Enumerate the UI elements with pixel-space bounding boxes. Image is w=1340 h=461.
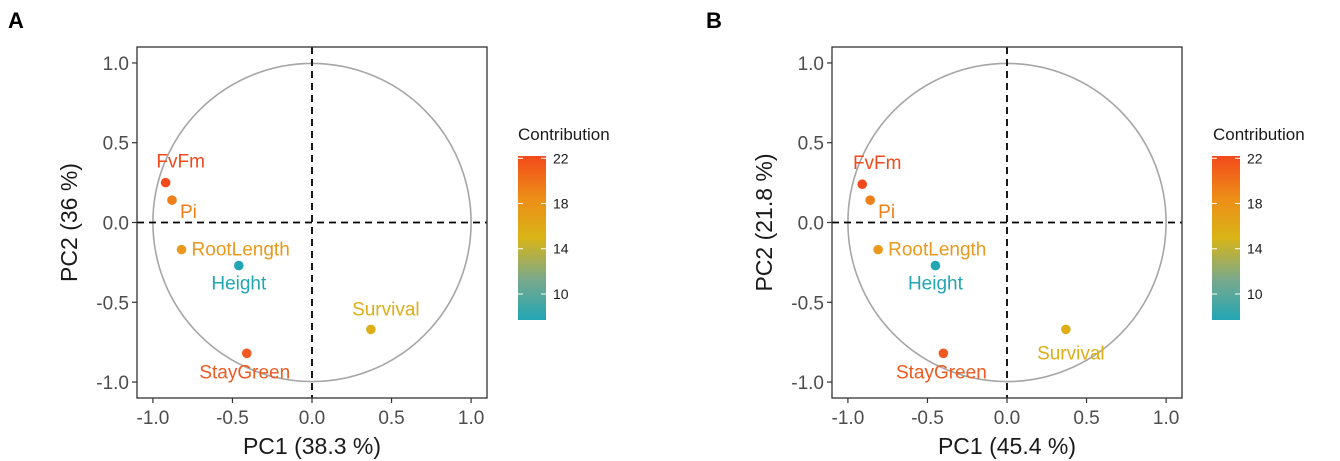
legend-tick-label: 14: [1247, 241, 1263, 257]
x-tick-label: 0.0: [994, 408, 1020, 429]
x-tick-label: -1.0: [832, 408, 865, 429]
y-tick-label: 0.0: [798, 214, 824, 235]
y-tick-label: 1.0: [103, 54, 129, 75]
variable-label-height: Height: [211, 274, 267, 295]
x-tick-label: 0.0: [299, 408, 325, 429]
y-tick-label: 0.5: [103, 134, 129, 155]
y-tick-label: 0.5: [798, 134, 824, 155]
y-tick-label: -1.0: [96, 373, 129, 394]
y-tick-label: -0.5: [791, 293, 824, 314]
y-tick-label: -0.5: [96, 293, 129, 314]
panel-label: B: [706, 8, 722, 33]
variable-label-pi: Pi: [878, 202, 895, 223]
legend-tick-label: 22: [553, 150, 569, 166]
x-tick-label: -0.5: [216, 408, 249, 429]
x-tick-label: 0.5: [378, 408, 404, 429]
legend-title: Contribution: [1213, 125, 1305, 144]
y-tick-label: -1.0: [791, 373, 824, 394]
variable-point-fvfm: [857, 179, 868, 190]
variable-label-survival: Survival: [1037, 343, 1105, 364]
variable-label-fvfm: FvFm: [156, 152, 205, 173]
x-axis-label: PC1 (38.3 %): [243, 433, 381, 459]
variable-label-rootlength: RootLength: [888, 240, 986, 261]
variable-point-rootlength: [873, 244, 883, 255]
pca-panel-a: A -1.0 -0.5 0.0 0.5 1.0 -1.0 -0.5 0.0 0.5 1.0 PC1 (…: [8, 8, 610, 459]
variable-point-pi: [167, 195, 177, 205]
variable-point-pi: [865, 195, 875, 205]
x-tick-label: 1.0: [1153, 408, 1179, 429]
legend-title: Contribution: [518, 125, 610, 144]
variable-point-staygreen: [938, 348, 949, 359]
x-tick-label: 0.5: [1073, 408, 1099, 429]
y-axis-label: PC2 (36 %): [56, 163, 82, 282]
legend-colorbar: [518, 156, 546, 320]
variable-label-staygreen: StayGreen: [896, 362, 987, 383]
x-tick-label: -1.0: [137, 408, 170, 429]
variable-label-height: Height: [908, 274, 964, 295]
variable-point-height: [930, 260, 941, 271]
legend-tick-label: 18: [1247, 196, 1263, 212]
panel-label: A: [8, 8, 24, 33]
contribution-legend: Contribution 10 14 18 22: [1212, 125, 1305, 320]
variable-label-fvfm: FvFm: [853, 153, 902, 174]
variable-label-rootlength: RootLength: [192, 240, 290, 261]
variable-label-survival: Survival: [352, 299, 420, 320]
legend-tick-label: 18: [553, 196, 569, 212]
variable-label-staygreen: StayGreen: [199, 362, 290, 383]
variable-point-staygreen: [241, 348, 252, 359]
contribution-legend: Contribution 10 14 18 22: [518, 125, 610, 320]
x-axis-label: PC1 (45.4 %): [938, 433, 1076, 459]
legend-colorbar: [1212, 156, 1240, 320]
variable-point-survival: [366, 324, 376, 335]
x-tick-label: 1.0: [458, 408, 484, 429]
pca-panel-b: B -1.0 -0.5 0.0 0.5 1.0 -1.0 -0.5 0.0 0.5 1.0 PC1 (…: [706, 8, 1305, 459]
y-axis-label: PC2 (21.8 %): [751, 153, 777, 291]
variable-point-height: [234, 260, 244, 271]
legend-tick-label: 14: [553, 241, 569, 257]
variable-point-fvfm: [160, 177, 171, 188]
legend-tick-label: 10: [1247, 286, 1263, 302]
x-tick-label: -0.5: [911, 408, 944, 429]
legend-tick-label: 10: [553, 286, 569, 302]
legend-tick-label: 22: [1247, 150, 1263, 166]
variable-label-pi: Pi: [180, 202, 197, 223]
y-tick-label: 1.0: [798, 54, 824, 75]
variable-point-rootlength: [176, 244, 187, 255]
variable-point-survival: [1061, 324, 1071, 335]
y-tick-label: 0.0: [103, 214, 129, 235]
